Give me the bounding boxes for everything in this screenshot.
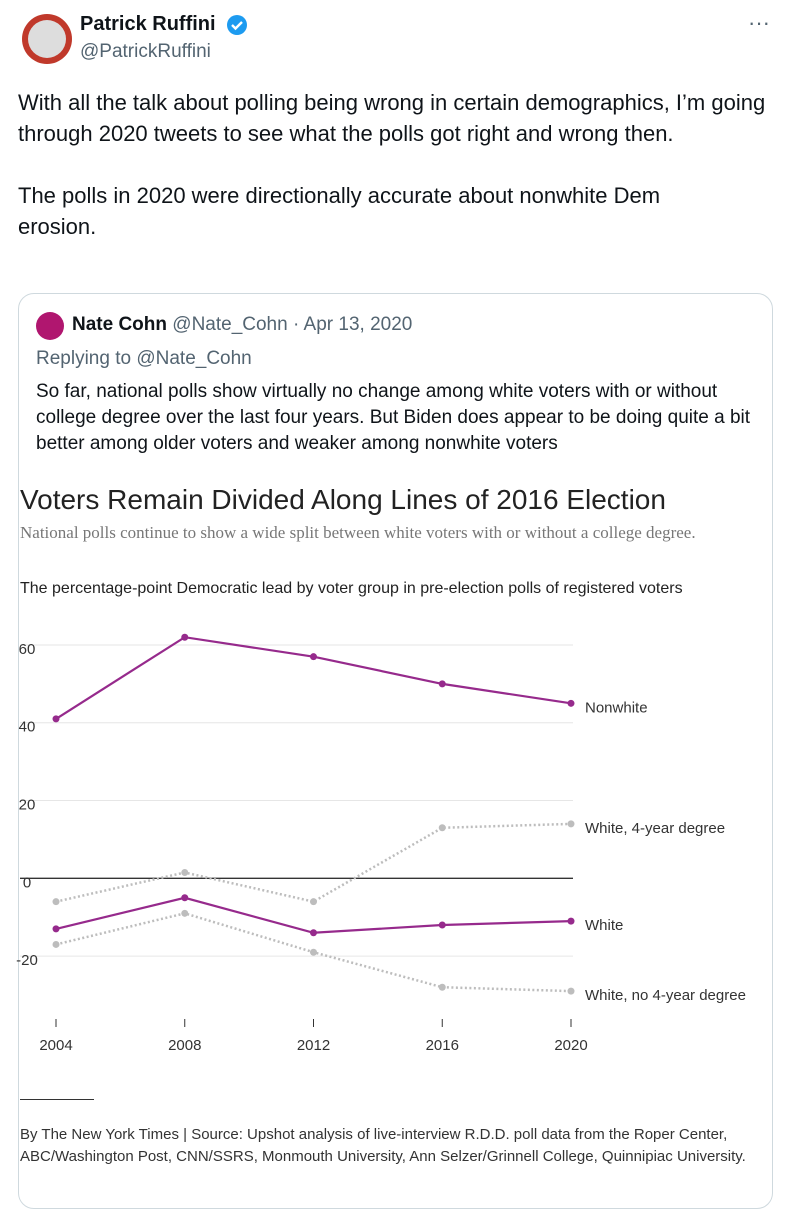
- y-tick-label: 20: [19, 797, 36, 814]
- quote-name: Nate Cohn: [72, 314, 167, 335]
- author-name[interactable]: Patrick Ruffini: [80, 13, 216, 35]
- point: [438, 824, 446, 832]
- point: [310, 929, 317, 937]
- x-tick-label: 2020: [554, 1037, 587, 1054]
- point: [181, 894, 189, 902]
- avatar[interactable]: [22, 14, 72, 64]
- point: [181, 909, 189, 917]
- tweet-text: With all the talk about polling being wr…: [18, 87, 768, 242]
- point: [52, 925, 60, 933]
- x-tick-label: 2012: [297, 1037, 330, 1054]
- point: [310, 898, 317, 906]
- source-rule: [20, 1099, 94, 1100]
- x-tick-label: 2004: [39, 1037, 72, 1054]
- quote-text: So far, national polls show virtually no…: [36, 381, 751, 454]
- x-tick-label: 2008: [168, 1037, 201, 1054]
- quote-card[interactable]: [18, 293, 773, 1209]
- series-label: Nonwhite: [585, 699, 648, 716]
- point: [52, 715, 60, 723]
- series-label: White: [585, 917, 623, 934]
- series-line: [55, 822, 572, 903]
- x-tick-label: 2016: [426, 1037, 459, 1054]
- paragraph: With all the talk about polling being wr…: [18, 90, 766, 146]
- point: [567, 987, 575, 995]
- more-menu[interactable]: ···: [748, 10, 770, 35]
- chart-title: Voters Remain Divided Along Lines of 201…: [20, 484, 666, 515]
- chart-source: By The New York Times | Source: Upshot a…: [20, 1126, 746, 1165]
- series-label: White, no 4-year degree: [585, 987, 746, 1004]
- author-handle[interactable]: @PatrickRuffini: [80, 41, 211, 62]
- series-line: [55, 636, 572, 720]
- point: [567, 699, 575, 707]
- replying-to: Replying to @Nate_Cohn: [36, 348, 252, 369]
- quote-avatar: [36, 312, 64, 340]
- point: [52, 940, 60, 948]
- point: [310, 948, 317, 956]
- quote-meta: @Nate_Cohn · Apr 13, 2020: [172, 314, 413, 335]
- point: [52, 898, 60, 906]
- point: [181, 869, 189, 876]
- chart-subtitle: National polls continue to show a wide s…: [20, 523, 696, 542]
- chart-description: The percentage-point Democratic lead by …: [20, 580, 683, 597]
- y-tick-label: 60: [19, 641, 36, 658]
- paragraph: The polls in 2020 were directionally acc…: [18, 183, 661, 239]
- verified-badge: [227, 15, 247, 35]
- quote-header: Nate Cohn @Nate_Cohn · Apr 13, 2020: [72, 314, 412, 336]
- y-tick-label: 0: [23, 874, 31, 891]
- point: [567, 820, 575, 828]
- point: [310, 653, 317, 661]
- point: [438, 983, 446, 991]
- point: [438, 921, 446, 929]
- y-tick-label: 40: [19, 719, 36, 736]
- y-tick-label: -20: [16, 952, 38, 969]
- point: [567, 917, 575, 925]
- point: [181, 633, 189, 641]
- point: [438, 680, 446, 688]
- series-label: White, 4-year degree: [585, 820, 725, 837]
